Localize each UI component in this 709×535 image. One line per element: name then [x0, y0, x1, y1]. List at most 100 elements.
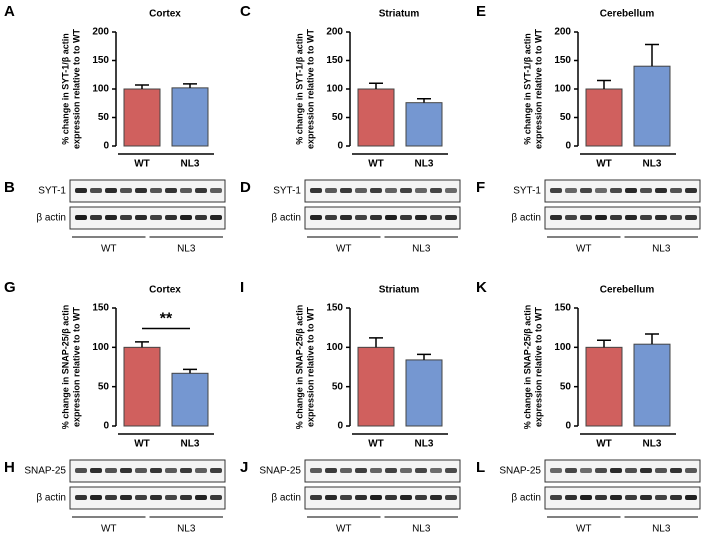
bar [171, 372, 209, 427]
blot-band [625, 188, 637, 193]
bar [123, 346, 161, 427]
error-bar [183, 83, 197, 88]
blot-frame [544, 179, 701, 203]
y-axis-label: expression relative to to WT [71, 306, 81, 427]
x-tick-label: WT [134, 159, 150, 170]
panel-letter: F [476, 179, 485, 196]
blot-band [415, 468, 427, 473]
y-axis-label: % change in SNAP-25/β actin [60, 305, 70, 430]
y-axis-label: expression relative to to WT [305, 28, 315, 149]
blot-band [445, 215, 457, 220]
blot-band [550, 215, 562, 220]
blot-band [325, 188, 337, 193]
blot-band [370, 215, 382, 220]
blot-band [355, 215, 367, 220]
blot-band [195, 215, 207, 220]
y-tick-label: 100 [326, 342, 343, 353]
blot-band [310, 468, 322, 473]
blot-row-label: β actin [271, 213, 301, 224]
y-axis-label: % change in SYT-1/β actin [522, 33, 532, 145]
bar [633, 65, 671, 147]
bar [405, 359, 443, 427]
blot-band [180, 495, 192, 500]
blot-band [385, 215, 397, 220]
blot-frame [544, 459, 701, 483]
chart-title: Striatum [379, 9, 420, 20]
y-axis-label: % change in SNAP-25/β actin [522, 305, 532, 430]
blot-band [385, 188, 397, 193]
blot-band [180, 215, 192, 220]
blot-band [105, 468, 117, 473]
blot-band [550, 495, 562, 500]
panel-letter: J [240, 459, 248, 476]
group-label: NL3 [412, 244, 431, 255]
blot-band [120, 188, 132, 193]
blot-band [75, 468, 87, 473]
blot-row-label: SNAP-25 [499, 466, 541, 477]
y-tick-label: 0 [565, 421, 571, 432]
blot-band [150, 495, 162, 500]
y-axis-label: expression relative to to WT [533, 28, 543, 149]
blot-band [310, 188, 322, 193]
blot-band [640, 468, 652, 473]
y-tick-label: 50 [332, 381, 344, 392]
blot-frame [304, 179, 461, 203]
y-axis-label: expression relative to to WT [533, 306, 543, 427]
chart-title: Cerebellum [600, 285, 655, 296]
blot-band [565, 495, 577, 500]
y-tick-label: 150 [92, 55, 109, 66]
y-tick-label: 50 [98, 381, 110, 392]
y-tick-label: 200 [326, 27, 343, 38]
blot-band [445, 468, 457, 473]
blot-band [685, 468, 697, 473]
blot-band [400, 215, 412, 220]
y-tick-label: 0 [337, 141, 343, 152]
blot-band [150, 468, 162, 473]
blot-band [150, 188, 162, 193]
group-label: NL3 [412, 524, 431, 535]
blot-band [655, 215, 667, 220]
blot-band [625, 215, 637, 220]
bar [357, 346, 395, 427]
blot-band [105, 495, 117, 500]
blot-frame [69, 459, 226, 483]
blot-band [640, 215, 652, 220]
blot-band [120, 495, 132, 500]
blot-band [595, 188, 607, 193]
blot-band [610, 468, 622, 473]
chart-title: Cortex [149, 285, 181, 296]
blot-band [165, 215, 177, 220]
blot-frame [304, 206, 461, 230]
blot-band [580, 215, 592, 220]
y-axis-label: % change in SYT-1/β actin [294, 33, 304, 145]
error-bar [417, 353, 431, 360]
blot-band [415, 188, 427, 193]
blot-frame [544, 486, 701, 510]
blot-band [340, 215, 352, 220]
blot-band [400, 495, 412, 500]
group-label: NL3 [177, 244, 196, 255]
y-tick-label: 50 [98, 112, 110, 123]
blot-band [90, 468, 102, 473]
bar [585, 88, 623, 147]
chart-title: Striatum [379, 285, 420, 296]
blot-band [340, 188, 352, 193]
group-label: WT [101, 244, 117, 255]
blot-band [685, 495, 697, 500]
blot-band [340, 468, 352, 473]
blot-band [580, 468, 592, 473]
blot-band [400, 188, 412, 193]
blot-band [180, 468, 192, 473]
blot-band [195, 495, 207, 500]
y-axis-label: % change in SYT-1/β actin [60, 33, 70, 145]
error-bar [369, 337, 383, 348]
y-tick-label: 50 [560, 381, 572, 392]
blot-band [355, 495, 367, 500]
error-bar [183, 368, 197, 374]
y-tick-label: 0 [565, 141, 571, 152]
x-tick-label: NL3 [181, 439, 200, 450]
blot-band [685, 215, 697, 220]
panel-letter: C [240, 3, 251, 20]
